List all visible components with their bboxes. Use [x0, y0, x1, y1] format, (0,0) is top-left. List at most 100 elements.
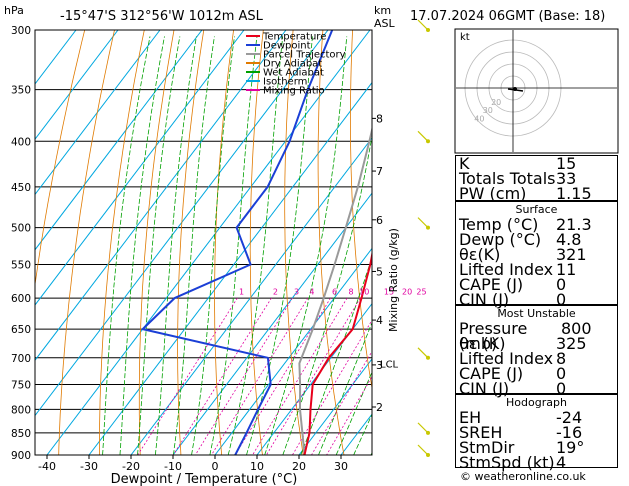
row-value: 33 [556, 169, 577, 188]
row-value: 325 [556, 334, 587, 353]
surface-title: Surface [515, 203, 558, 216]
table-row: Pressure (mb) 800 [456, 319, 617, 353]
table-row: Dewp (°C) 4.8 [456, 232, 617, 248]
legend-label: Isotherm [263, 77, 307, 88]
dry-adiabat-line [58, 30, 115, 455]
pressure-tick-label: 550 [11, 259, 31, 271]
wind-barb-dot [426, 139, 430, 144]
wind-barb [417, 130, 429, 142]
row-value: 8 [556, 349, 567, 368]
wet-adiabat-line [227, 36, 284, 455]
isotherm-line [35, 30, 245, 306]
row-label: EH [459, 408, 482, 427]
dry-adiabat-line [99, 30, 145, 455]
temp-tick-label: 30 [334, 460, 348, 473]
indices-box: K 15 Totals Totals 33 PW (cm) 1.15 [455, 154, 618, 203]
mixing-ratio-label: 1 [239, 288, 244, 297]
profiles [141, 30, 372, 455]
mixing-ratio-line [194, 297, 293, 455]
table-row: θε (K) 325 [456, 334, 617, 353]
row-label: Temp (°C) [459, 215, 539, 234]
table-row: K 15 [456, 154, 617, 173]
hodograph-table-title: Hodograph [506, 396, 567, 409]
row-value: 321 [556, 245, 587, 264]
dry-adiabat-line [35, 30, 86, 288]
axes: 300350400450500550600650700750800850900-… [11, 25, 427, 473]
km-label: km [374, 4, 391, 17]
isotherm-line [214, 247, 372, 455]
mixing-ratio-line [172, 297, 272, 455]
mixing-ratio-label: 6 [332, 288, 337, 297]
legend-label: Wet Adiabat [263, 68, 324, 79]
most-unstable-title: Most Unstable [497, 307, 576, 320]
wind-barb [417, 217, 429, 229]
row-value: 15 [556, 154, 577, 173]
isotherm-line [35, 30, 287, 362]
pressure-tick-label: 750 [11, 379, 31, 391]
dry-adiabat-line [284, 30, 304, 455]
pressure-tick-label: 600 [11, 293, 31, 305]
legend-label: Parcel Trajectory [263, 50, 346, 61]
mixing-ratio-label: 4 [309, 288, 314, 297]
km-tick-label: 2 [376, 401, 383, 414]
km-tick-label: 5 [376, 265, 383, 278]
wind-barb [417, 347, 429, 359]
row-value: 800 [561, 319, 592, 338]
legend-label: Dewpoint [263, 41, 311, 52]
most-unstable-box: Most Unstable Pressure (mb) 800 θε (K) 325 L… [455, 305, 618, 398]
wind-barb-dot [426, 430, 430, 435]
pressure-tick-label: 650 [11, 324, 31, 336]
isotherm-line [256, 302, 372, 455]
wind-barb-dot [426, 28, 430, 32]
pressure-tick-label: 400 [11, 136, 31, 148]
row-label: K [459, 154, 470, 173]
wet-adiabat-line [173, 36, 215, 455]
mixing-ratio-label: 25 [416, 288, 426, 297]
x-axis-label: Dewpoint / Temperature (°C) [111, 472, 298, 486]
row-label: Pressure (mb) [459, 319, 528, 353]
isotherm-line [35, 30, 329, 417]
row-label: CAPE (J) [459, 364, 524, 383]
row-label: Totals Totals [459, 169, 556, 188]
pressure-tick-label: 300 [11, 25, 31, 37]
row-label: PW (cm) [459, 184, 527, 203]
isotherm-line [298, 358, 372, 455]
legend-label: Mixing Ratio [263, 86, 325, 97]
wet-adiabat-line [335, 371, 372, 455]
mixing-ratio-label: 10 [359, 288, 369, 297]
row-value: 4 [556, 453, 567, 472]
dry-adiabat-line [214, 30, 234, 455]
mixing-ratio-label: 3 [294, 288, 299, 297]
table-row: StmDir 19° [456, 438, 617, 457]
table-row: CAPE (J) 0 [456, 364, 617, 383]
pressure-tick-label: 700 [11, 353, 31, 365]
dewpoint-line [141, 30, 334, 455]
pressure-tick-label: 350 [11, 85, 31, 97]
y2-axis-label: Mixing Ratio (g/kg) [387, 228, 400, 332]
mixing-ratio-line [311, 350, 372, 455]
mixing-ratio-line [266, 297, 361, 455]
table-row: CIN (J) 0 [456, 292, 617, 308]
pressure-tick-label: 900 [11, 450, 31, 462]
temp-tick-label: -20 [122, 460, 140, 473]
dry-adiabat-line [621, 30, 629, 455]
table-row: CAPE (J) 0 [456, 277, 617, 293]
hodograph-table-box: Hodograph EH -24 SREH -16 StmDir 19° StmSpd (k… [455, 394, 618, 472]
row-value: 0 [556, 379, 567, 398]
row-label: SREH [459, 423, 503, 442]
mixing-ratio-line [234, 297, 331, 455]
pressure-tick-label: 450 [11, 182, 31, 194]
row-label: StmDir [459, 438, 515, 457]
hodograph-ring-label: 40 [474, 115, 484, 124]
temp-tick-label: -40 [38, 460, 56, 473]
wet-adiabat-line [102, 36, 151, 455]
km-tick-label: 6 [376, 214, 383, 227]
pressure-tick-label: 850 [11, 428, 31, 440]
row-label: StmSpd (kt) [459, 453, 555, 472]
wind-barb [417, 19, 429, 31]
mixing-ratio-label: 20 [402, 288, 412, 297]
km-tick-label: 4 [376, 314, 383, 327]
row-label: Lifted Index [459, 349, 554, 368]
